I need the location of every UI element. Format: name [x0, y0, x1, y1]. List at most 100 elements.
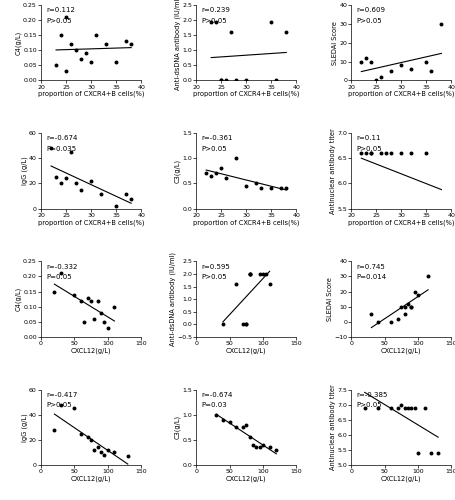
Point [112, 202, 120, 210]
Point [422, 58, 429, 66]
Point [217, 76, 224, 84]
Point [219, 320, 226, 328]
Point [232, 280, 239, 288]
X-axis label: proportion of CXCR4+B cells(%): proportion of CXCR4+B cells(%) [192, 219, 299, 226]
Point [242, 421, 249, 429]
Point [259, 270, 266, 278]
Point [242, 76, 249, 84]
Point [62, 174, 70, 182]
Point [122, 190, 130, 198]
Point [94, 444, 101, 452]
X-axis label: CXCL12(g/L): CXCL12(g/L) [225, 348, 266, 354]
Point [87, 436, 95, 444]
Point [265, 280, 273, 288]
Point [360, 404, 368, 411]
Point [82, 50, 90, 58]
Point [422, 150, 429, 158]
Y-axis label: C4(g/L): C4(g/L) [15, 287, 22, 311]
Point [227, 28, 234, 36]
Point [57, 270, 65, 278]
Text: P>0.05: P>0.05 [355, 18, 381, 24]
Point [242, 320, 249, 328]
Point [212, 18, 219, 25]
Point [57, 31, 65, 39]
Point [277, 184, 284, 192]
Text: P>0.05: P>0.05 [201, 146, 226, 152]
Text: P=0.03: P=0.03 [201, 402, 227, 408]
Point [104, 324, 111, 332]
Point [87, 58, 95, 66]
Point [207, 18, 214, 25]
Point [427, 67, 434, 75]
Point [400, 404, 408, 411]
Point [367, 150, 374, 158]
Point [252, 444, 259, 452]
Point [259, 441, 266, 449]
Point [257, 184, 264, 192]
Y-axis label: C3(g/L): C3(g/L) [174, 415, 181, 440]
Point [127, 194, 135, 202]
Point [397, 150, 404, 158]
Point [374, 318, 381, 326]
Point [407, 302, 414, 310]
Point [367, 150, 374, 158]
Point [81, 318, 88, 326]
Point [410, 404, 418, 411]
Point [202, 170, 209, 177]
Point [404, 404, 411, 411]
Point [267, 18, 274, 25]
Point [62, 68, 70, 76]
Point [77, 56, 85, 64]
X-axis label: proportion of CXCR4+B cells(%): proportion of CXCR4+B cells(%) [38, 219, 144, 226]
X-axis label: CXCL12(g/L): CXCL12(g/L) [380, 348, 421, 354]
Point [222, 76, 229, 84]
Point [72, 46, 80, 54]
Point [104, 446, 111, 454]
Point [362, 150, 369, 158]
Point [394, 404, 401, 411]
Point [397, 302, 404, 310]
Point [410, 288, 418, 296]
Point [222, 174, 229, 182]
Point [267, 184, 274, 192]
X-axis label: CXCL12(g/L): CXCL12(g/L) [71, 476, 111, 482]
Point [434, 449, 441, 457]
Text: r=-0.385: r=-0.385 [355, 392, 387, 398]
Point [432, 210, 439, 218]
Point [52, 62, 60, 70]
Text: r=0.239: r=0.239 [201, 8, 230, 14]
Point [252, 180, 259, 188]
Point [272, 446, 279, 454]
Text: P=0.05: P=0.05 [46, 274, 71, 280]
Text: P>0.05: P>0.05 [46, 18, 71, 24]
Point [91, 446, 98, 454]
Y-axis label: IgG (g/L): IgG (g/L) [21, 156, 28, 186]
Point [51, 288, 58, 296]
Point [437, 210, 444, 218]
Text: P>0.05: P>0.05 [355, 402, 381, 408]
Point [397, 62, 404, 70]
Point [84, 294, 91, 302]
Y-axis label: Antinuclear antibody titer: Antinuclear antibody titer [329, 128, 335, 214]
Y-axis label: SLEDAI Score: SLEDAI Score [331, 21, 337, 64]
Point [101, 318, 108, 326]
Point [400, 302, 408, 310]
Point [212, 410, 219, 418]
Text: r=0.112: r=0.112 [46, 8, 75, 14]
Point [71, 290, 78, 298]
Point [57, 180, 65, 188]
Text: r=-0.417: r=-0.417 [46, 392, 77, 398]
Text: r=-0.332: r=-0.332 [46, 264, 77, 270]
Point [91, 314, 98, 322]
Point [397, 400, 404, 408]
Point [52, 173, 60, 181]
Text: P>0.05: P>0.05 [201, 18, 226, 24]
Point [245, 434, 253, 442]
Point [272, 76, 279, 84]
Point [242, 320, 249, 328]
Point [87, 296, 95, 304]
Y-axis label: C3(g/L): C3(g/L) [174, 159, 181, 183]
Point [87, 177, 95, 185]
Point [400, 310, 408, 318]
Text: r=0.595: r=0.595 [201, 264, 229, 270]
